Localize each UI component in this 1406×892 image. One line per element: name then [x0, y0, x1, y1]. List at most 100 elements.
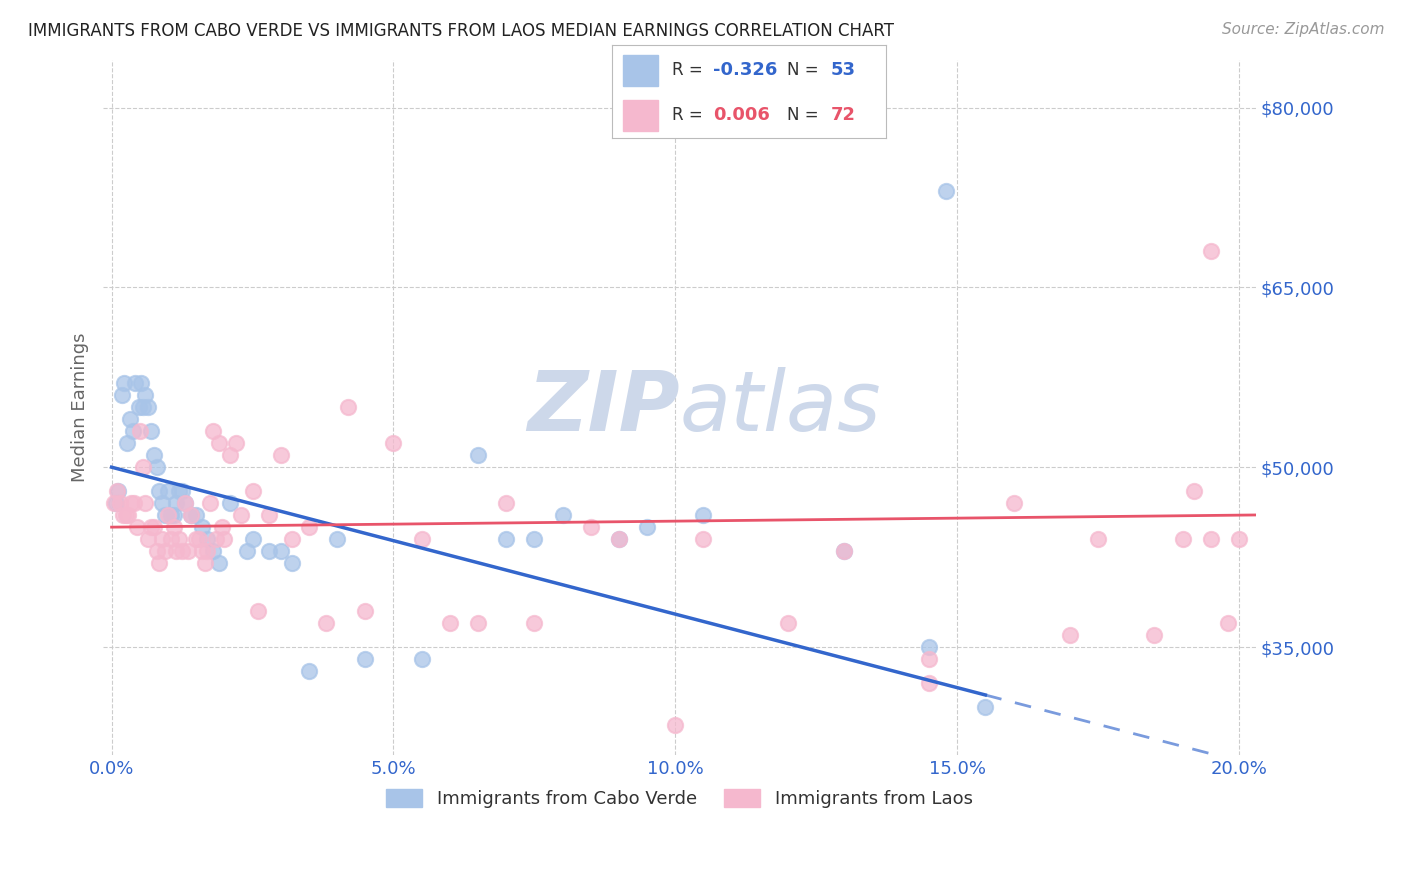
- Point: [205, 532, 228, 546]
- Point: [281, 556, 304, 570]
- Point: [159, 532, 181, 546]
- Point: [354, 652, 377, 666]
- Bar: [623, 100, 658, 131]
- Y-axis label: Median Earnings: Median Earnings: [72, 333, 89, 482]
- Point: [247, 604, 270, 618]
- Point: [974, 700, 997, 714]
- Point: [173, 496, 195, 510]
- Point: [129, 376, 152, 391]
- Point: [225, 436, 247, 450]
- Point: [523, 615, 546, 630]
- Point: [208, 556, 231, 570]
- Point: [776, 615, 799, 630]
- Point: [411, 532, 433, 546]
- Point: [136, 401, 159, 415]
- Point: [194, 556, 217, 570]
- Point: [122, 496, 145, 510]
- Point: [134, 388, 156, 402]
- Point: [1216, 615, 1239, 630]
- Point: [131, 460, 153, 475]
- Text: R =: R =: [672, 62, 709, 79]
- Point: [117, 508, 139, 523]
- Point: [197, 544, 219, 558]
- Point: [145, 544, 167, 558]
- Point: [523, 532, 546, 546]
- Point: [111, 388, 134, 402]
- Point: [150, 496, 173, 510]
- Point: [112, 376, 135, 391]
- Point: [439, 615, 461, 630]
- Point: [156, 508, 179, 523]
- Text: -0.326: -0.326: [713, 62, 778, 79]
- Point: [128, 401, 150, 415]
- Point: [170, 484, 193, 499]
- Text: Source: ZipAtlas.com: Source: ZipAtlas.com: [1222, 22, 1385, 37]
- Point: [186, 508, 208, 523]
- Point: [270, 544, 292, 558]
- Point: [918, 640, 941, 654]
- Point: [153, 544, 176, 558]
- Legend: Immigrants from Cabo Verde, Immigrants from Laos: Immigrants from Cabo Verde, Immigrants f…: [380, 781, 980, 815]
- Point: [1059, 628, 1081, 642]
- Point: [298, 664, 321, 678]
- Point: [834, 544, 856, 558]
- Point: [191, 544, 214, 558]
- Point: [142, 448, 165, 462]
- Point: [202, 424, 225, 438]
- Point: [150, 532, 173, 546]
- Point: [167, 532, 190, 546]
- Point: [197, 532, 219, 546]
- Point: [142, 520, 165, 534]
- Point: [165, 544, 187, 558]
- Point: [636, 520, 658, 534]
- Point: [298, 520, 321, 534]
- Point: [692, 508, 714, 523]
- Point: [259, 508, 281, 523]
- Point: [551, 508, 574, 523]
- Point: [173, 496, 195, 510]
- Point: [270, 448, 292, 462]
- Point: [579, 520, 602, 534]
- Point: [211, 520, 233, 534]
- Point: [148, 556, 170, 570]
- Point: [191, 520, 214, 534]
- Point: [103, 496, 125, 510]
- Text: atlas: atlas: [679, 367, 882, 448]
- Point: [315, 615, 337, 630]
- Point: [200, 496, 222, 510]
- Point: [834, 544, 856, 558]
- Text: 72: 72: [831, 106, 856, 124]
- Point: [692, 532, 714, 546]
- Point: [107, 484, 129, 499]
- Point: [122, 424, 145, 438]
- Point: [153, 508, 176, 523]
- Point: [1182, 484, 1205, 499]
- Text: N =: N =: [787, 62, 824, 79]
- Point: [108, 496, 131, 510]
- Point: [120, 496, 142, 510]
- Point: [136, 532, 159, 546]
- Point: [236, 544, 259, 558]
- Point: [281, 532, 304, 546]
- Point: [139, 424, 162, 438]
- Point: [664, 718, 686, 732]
- Point: [125, 520, 148, 534]
- Point: [131, 401, 153, 415]
- Point: [1002, 496, 1025, 510]
- Point: [156, 484, 179, 499]
- Text: 0.006: 0.006: [713, 106, 770, 124]
- Point: [935, 185, 957, 199]
- Point: [1143, 628, 1166, 642]
- Point: [139, 520, 162, 534]
- Text: IMMIGRANTS FROM CABO VERDE VS IMMIGRANTS FROM LAOS MEDIAN EARNINGS CORRELATION C: IMMIGRANTS FROM CABO VERDE VS IMMIGRANTS…: [28, 22, 894, 40]
- Point: [354, 604, 377, 618]
- Point: [124, 376, 146, 391]
- Point: [382, 436, 405, 450]
- Point: [134, 496, 156, 510]
- Point: [495, 532, 517, 546]
- Point: [162, 508, 184, 523]
- Point: [128, 424, 150, 438]
- Point: [118, 412, 141, 426]
- Point: [495, 496, 517, 510]
- Point: [607, 532, 630, 546]
